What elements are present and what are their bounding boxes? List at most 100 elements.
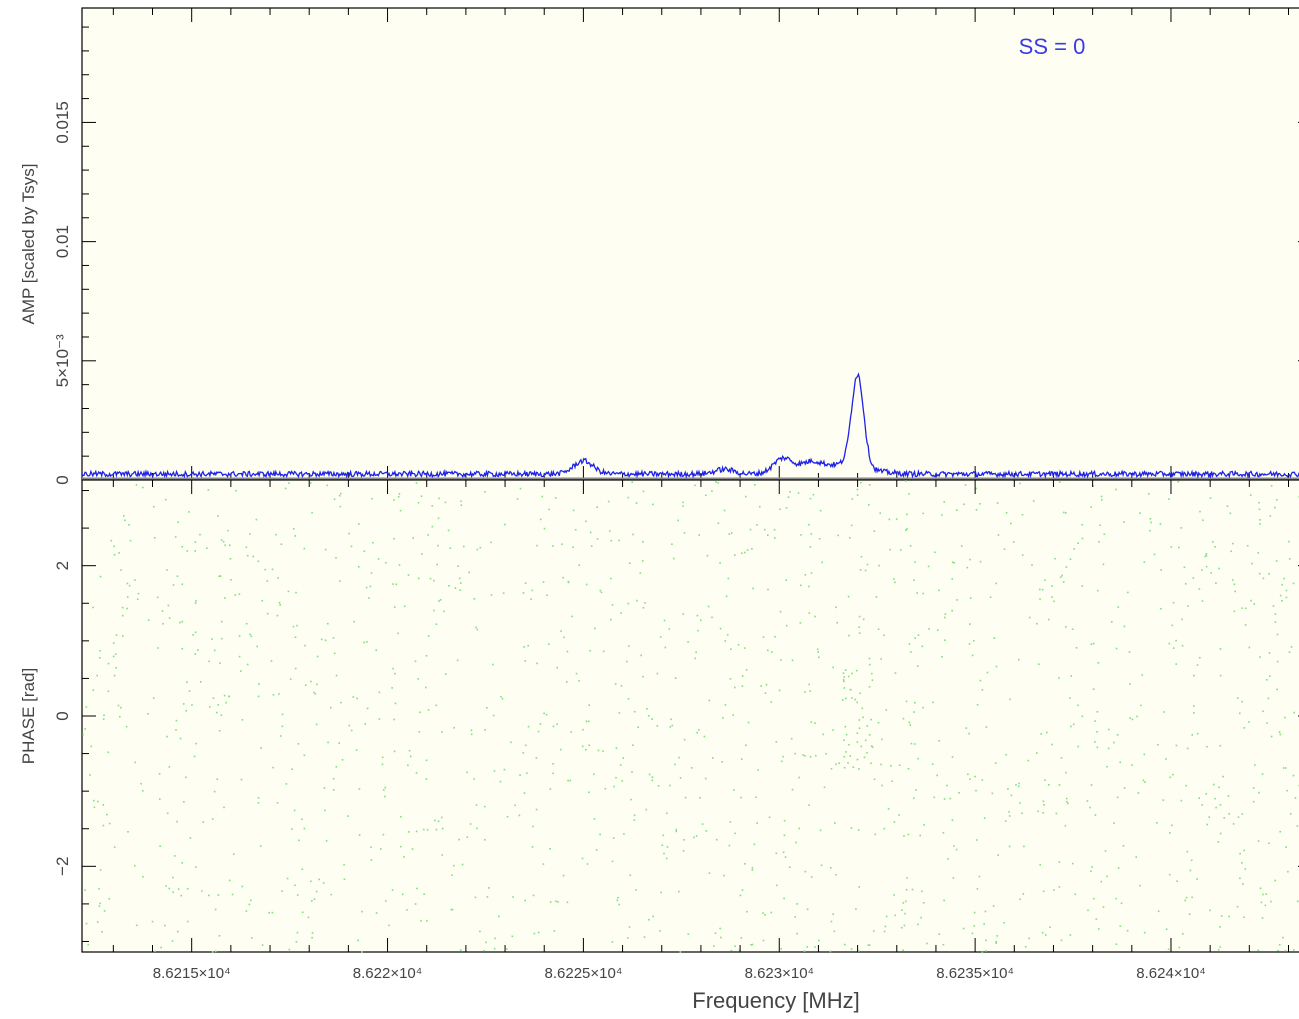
phase-point xyxy=(1218,786,1220,789)
phase-point xyxy=(614,683,617,685)
phase-y-tick-labels: −202 xyxy=(53,561,72,876)
phase-point xyxy=(862,716,864,719)
phase-point xyxy=(219,662,221,664)
phase-point xyxy=(113,674,116,677)
phase-point xyxy=(1100,495,1103,498)
phase-point xyxy=(900,549,902,551)
phase-point xyxy=(1075,647,1078,649)
phase-point xyxy=(700,619,702,622)
phase-point xyxy=(440,816,443,819)
phase-point xyxy=(552,545,554,547)
phase-point xyxy=(189,837,192,839)
phase-point xyxy=(523,792,526,794)
phase-point xyxy=(518,814,521,817)
phase-point xyxy=(570,731,572,733)
phase-point xyxy=(168,766,171,768)
phase-point xyxy=(639,572,642,574)
phase-point xyxy=(435,704,438,707)
phase-point xyxy=(921,890,923,893)
phase-point xyxy=(1139,512,1141,514)
phase-point xyxy=(1244,868,1247,870)
phase-point xyxy=(809,756,812,758)
phase-point xyxy=(427,534,429,536)
phase-point xyxy=(738,949,741,951)
phase-point xyxy=(1278,944,1281,946)
phase-point xyxy=(313,691,315,694)
phase-point xyxy=(246,663,249,666)
phase-point xyxy=(751,548,753,550)
phase-point xyxy=(593,818,596,820)
phase-point xyxy=(161,610,164,612)
phase-point xyxy=(287,590,290,593)
phase-point xyxy=(426,919,428,922)
phase-point xyxy=(1108,728,1110,731)
phase-point xyxy=(791,788,794,791)
phase-point xyxy=(294,535,296,537)
phase-point xyxy=(985,939,987,942)
phase-point xyxy=(785,507,788,509)
phase-point xyxy=(142,486,144,489)
phase-point xyxy=(238,635,241,637)
phase-point xyxy=(1126,929,1129,932)
phase-point xyxy=(836,621,838,624)
phase-point xyxy=(1106,875,1108,878)
phase-point xyxy=(873,778,876,781)
phase-point xyxy=(228,695,230,698)
phase-point xyxy=(820,864,823,867)
phase-point xyxy=(647,715,650,717)
phase-point xyxy=(867,944,870,946)
phase-point xyxy=(898,814,900,816)
phase-point xyxy=(119,715,121,718)
phase-point xyxy=(833,930,836,933)
phase-point xyxy=(1054,557,1056,560)
phase-point xyxy=(814,722,816,724)
phase-point xyxy=(1159,523,1162,525)
phase-point xyxy=(589,531,592,534)
phase-point xyxy=(110,539,113,542)
phase-point xyxy=(438,600,440,602)
phase-point xyxy=(511,935,514,938)
phase-point xyxy=(503,768,506,771)
phase-point xyxy=(636,599,638,602)
phase-point xyxy=(1060,939,1063,942)
phase-point xyxy=(762,912,764,914)
phase-point xyxy=(339,580,341,582)
phase-point xyxy=(620,685,623,687)
phase-point xyxy=(1228,915,1230,918)
phase-point xyxy=(1285,589,1288,592)
phase-point xyxy=(1193,674,1195,677)
phase-point xyxy=(871,746,874,748)
phase-point xyxy=(1257,949,1260,952)
phase-point xyxy=(393,499,395,501)
phase-point xyxy=(759,505,761,508)
phase-point xyxy=(1292,774,1295,777)
phase-point xyxy=(1005,820,1007,822)
phase-point xyxy=(858,632,861,634)
phase-point xyxy=(350,729,353,732)
phase-point xyxy=(850,948,853,950)
phase-point xyxy=(1094,741,1096,743)
phase-point xyxy=(414,903,417,905)
phase-point xyxy=(96,921,99,923)
phase-point xyxy=(784,856,787,858)
phase-point xyxy=(177,930,179,933)
phase-point xyxy=(878,564,880,567)
phase-point xyxy=(956,509,958,511)
phase-point xyxy=(449,547,452,549)
phase-point xyxy=(663,852,665,855)
phase-point xyxy=(1041,931,1044,934)
phase-point xyxy=(195,866,197,868)
phase-point xyxy=(1150,521,1152,524)
phase-point xyxy=(431,525,434,528)
phase-point xyxy=(229,544,231,547)
phase-scatter-points xyxy=(82,480,1299,954)
phase-point xyxy=(985,950,987,952)
phase-point xyxy=(420,919,422,922)
phase-point xyxy=(914,701,916,704)
phase-point xyxy=(512,896,514,898)
phase-point xyxy=(128,524,130,526)
phase-point xyxy=(856,494,859,496)
phase-point xyxy=(597,749,600,752)
phase-point xyxy=(1141,674,1143,676)
phase-point xyxy=(1285,596,1288,599)
